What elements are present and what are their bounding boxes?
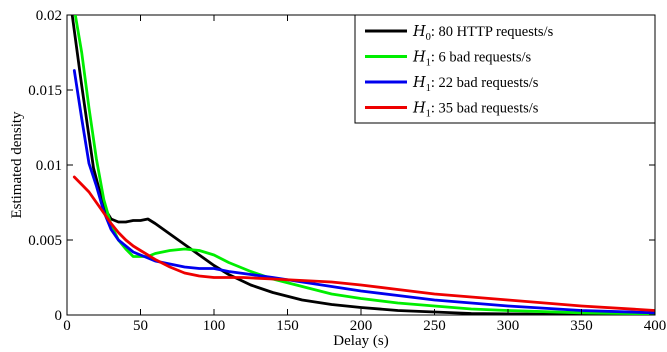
legend-label: H1: 22 bad requests/s — [412, 75, 539, 94]
ticks-layer: 0 50 100 150 200 250 300 350 400 0 0.005 0.01 0.015 0… — [28, 8, 666, 334]
legend-subscript: 1 — [426, 83, 431, 94]
x-tick-label: 250 — [423, 318, 446, 334]
legend-text: : 35 bad requests/s — [431, 101, 539, 117]
legend-hypothesis: H — [412, 24, 426, 40]
legend: H0: 80 HTTP requests/sH1: 6 bad requests… — [354, 14, 656, 124]
legend-item: H1: 35 bad requests/s — [365, 101, 539, 120]
legend-item: H0: 80 HTTP requests/s — [365, 24, 554, 43]
y-tick-label: 0.005 — [28, 233, 62, 249]
series-line-3 — [72, 175, 655, 312]
legend-hypothesis: H — [412, 101, 426, 117]
series-line-0 — [70, 15, 655, 315]
x-tick-label: 0 — [63, 318, 71, 334]
y-tick-label: 0.01 — [36, 158, 62, 174]
legend-box — [354, 14, 656, 124]
legend-items: H0: 80 HTTP requests/sH1: 6 bad requests… — [365, 24, 554, 120]
x-tick-label: 400 — [644, 318, 667, 334]
legend-label: H0: 80 HTTP requests/s — [412, 24, 554, 43]
legend-text: : 80 HTTP requests/s — [431, 24, 554, 40]
legend-text: : 6 bad requests/s — [431, 50, 532, 66]
legend-subscript: 1 — [426, 58, 431, 69]
x-tick-label: 300 — [497, 318, 520, 334]
x-tick-label: 100 — [203, 318, 226, 334]
legend-subscript: 0 — [426, 32, 431, 43]
legend-hypothesis: H — [412, 50, 426, 66]
legend-hypothesis: H — [412, 75, 426, 91]
series-line-1 — [73, 15, 655, 315]
x-tick-label: 50 — [133, 318, 148, 334]
y-tick-label: 0.02 — [36, 8, 62, 24]
x-tick-label: 200 — [350, 318, 373, 334]
y-tick-label: 0 — [55, 308, 63, 324]
series-layer — [70, 15, 655, 315]
legend-label: H1: 6 bad requests/s — [412, 50, 532, 69]
y-tick-label: 0.015 — [28, 83, 62, 99]
x-axis-label: Delay (s) — [333, 333, 388, 349]
x-tick-label: 150 — [276, 318, 299, 334]
x-tick-label: 350 — [570, 318, 593, 334]
plot-area: 0 50 100 150 200 250 300 350 400 0 0.005 0.01 0.015 0… — [28, 8, 666, 334]
legend-item: H1: 6 bad requests/s — [365, 50, 532, 69]
legend-label: H1: 35 bad requests/s — [412, 101, 539, 120]
legend-text: : 22 bad requests/s — [431, 75, 539, 91]
legend-subscript: 1 — [426, 109, 431, 120]
y-axis-label: Estimated density — [9, 111, 25, 219]
legend-item: H1: 22 bad requests/s — [365, 75, 539, 94]
